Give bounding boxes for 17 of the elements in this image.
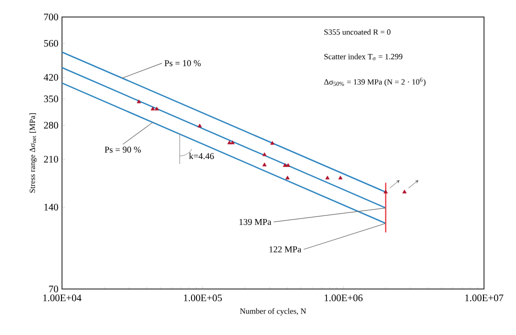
y-tick-label: 700 bbox=[44, 14, 58, 20]
x-tick-label: 1.00E+07 bbox=[465, 294, 504, 302]
y-tick-label: 280 bbox=[44, 122, 58, 129]
x-tick-label: 1.00E+04 bbox=[43, 294, 82, 302]
x-tick-label: 1.00E+06 bbox=[324, 294, 363, 302]
y-tick-label: 560 bbox=[44, 40, 58, 47]
y-tick-label: 70 bbox=[49, 286, 58, 292]
annotation: k=4.46 bbox=[189, 152, 214, 160]
y-tick-label: 210 bbox=[44, 156, 58, 163]
annotation: Ps = 90 % bbox=[104, 146, 141, 153]
y-tick-label: 140 bbox=[44, 204, 58, 210]
x-tick-label: 1.00E+05 bbox=[184, 294, 222, 302]
y-tick-label: 350 bbox=[44, 96, 58, 102]
annotation: Ps = 10 % bbox=[164, 60, 201, 66]
annotation: 139 MPa bbox=[240, 218, 272, 225]
y-tick-label: 420 bbox=[44, 74, 58, 81]
annotation: 122 MPa bbox=[270, 246, 302, 252]
